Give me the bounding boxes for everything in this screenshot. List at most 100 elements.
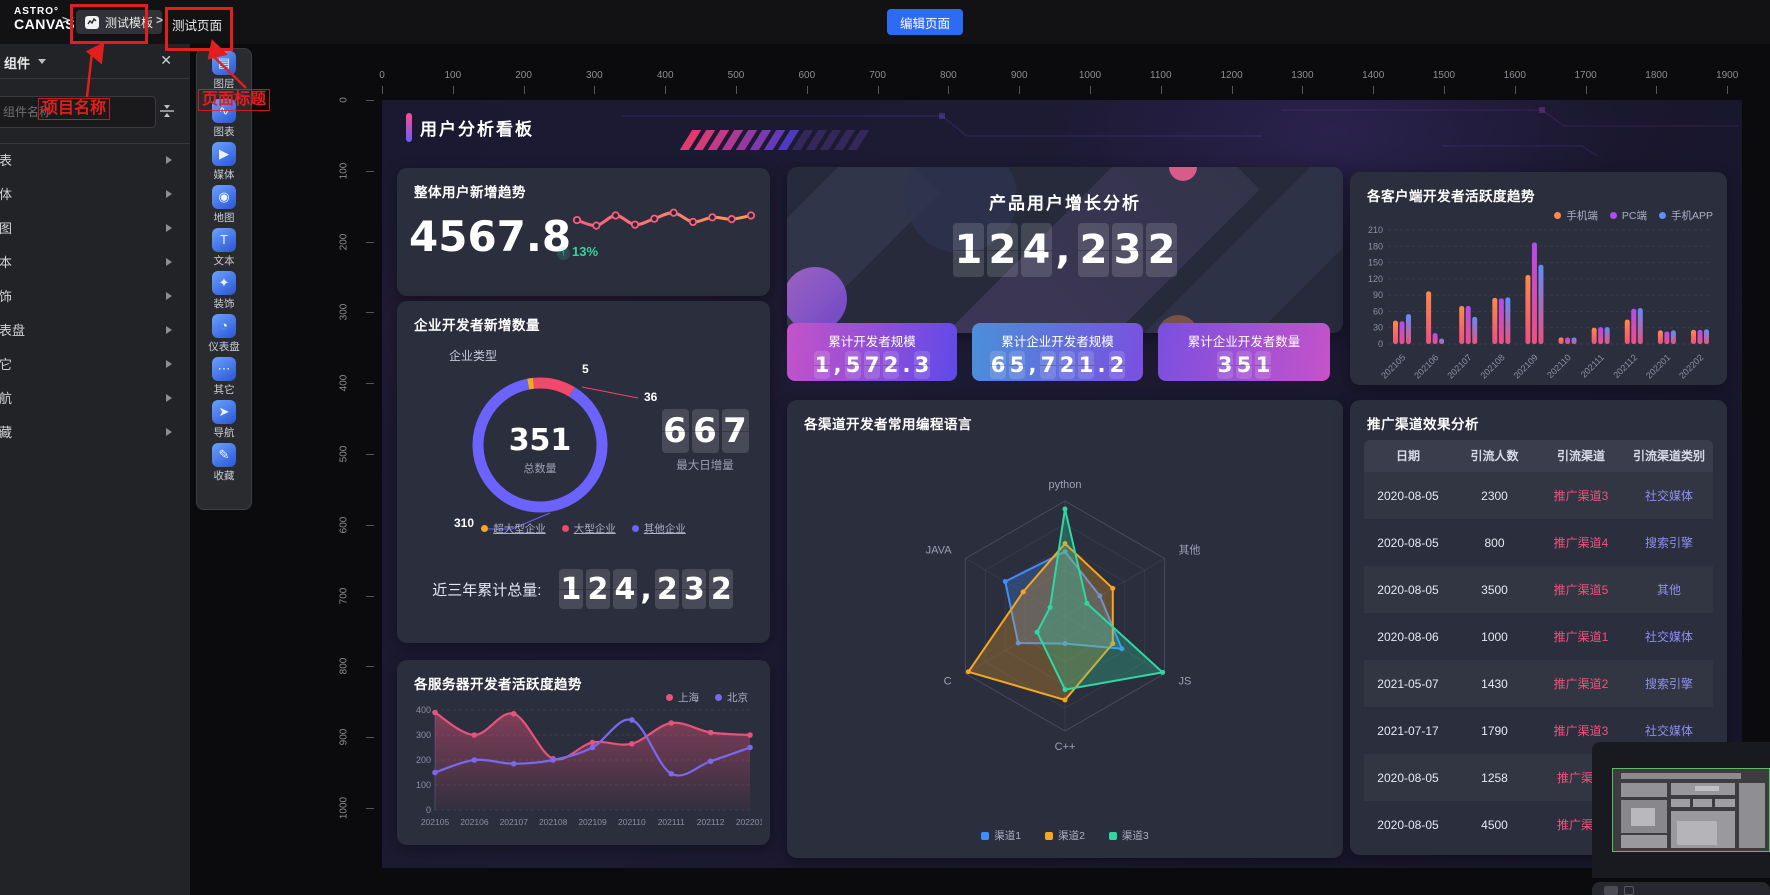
component-panel-header: 组件 ✕: [0, 44, 190, 78]
radar-chart: python 其他 JS C++ C JAVA: [926, 479, 1201, 753]
legend-item[interactable]: 渠道3: [1108, 828, 1149, 843]
legend-item[interactable]: 手机端: [1554, 208, 1598, 223]
minimap[interactable]: [1592, 742, 1770, 878]
svg-text:202112: 202112: [697, 817, 725, 827]
minimap-footer: [1592, 882, 1770, 895]
chevron-right-icon: [166, 394, 172, 402]
panel-language-radar[interactable]: 各渠道开发者常用编程语言 python 其他 JS C++ C JAVA 渠道1 渠道2 渠道…: [787, 400, 1343, 858]
svg-text:120: 120: [1368, 274, 1383, 284]
sidebar-item-媒体[interactable]: 媒体: [0, 178, 190, 212]
toolbar-item-导航[interactable]: ➤ 导航: [197, 398, 251, 441]
decor-circle: [905, 167, 1017, 253]
legend-item[interactable]: 大型企业: [561, 521, 616, 536]
stat-card[interactable]: 累计企业开发者规模 6 5, 7 2 1. 2: [972, 323, 1143, 381]
edit-page-button[interactable]: 编辑页面: [887, 9, 963, 35]
dashboard-canvas[interactable]: 用户分析看板 整体用户新增趋势 4567.8 ↑ 13% 企业开发者新增数量 企业…: [382, 100, 1742, 868]
donut-legend: 超大型企业 大型企业 其他企业: [397, 521, 770, 536]
svg-text:400: 400: [416, 705, 431, 715]
toolbar-item-仪表盘[interactable]: ◔ 仪表盘: [197, 312, 251, 355]
sidebar-item-其它[interactable]: 其它: [0, 348, 190, 382]
search-input[interactable]: [0, 96, 156, 128]
sidebar-item-收藏[interactable]: 收藏: [0, 416, 190, 450]
table-row[interactable]: 2020-08-05 800 推广渠道4 搜索引擎: [1377, 535, 1693, 551]
table-row[interactable]: 2021-05-07 1430 推广渠道2 搜索引擎: [1364, 660, 1713, 707]
divider: [0, 78, 190, 79]
legend-item[interactable]: PC端: [1609, 208, 1647, 223]
panel-title: 企业开发者新增数量: [414, 318, 540, 333]
sidebar-item-装饰[interactable]: 装饰: [0, 280, 190, 314]
decoration-icon: ✦: [212, 270, 236, 295]
toolbar-item-其它[interactable]: ⋯ 其它: [197, 355, 251, 398]
svg-text:202105: 202105: [1379, 352, 1407, 380]
panel-server-activity[interactable]: 各服务器开发者活跃度趋势 上海 北京 400 300 200 100 0 202105 202…: [397, 660, 770, 845]
toolbar-item-图层[interactable]: ▤ 图层: [197, 49, 251, 92]
panel-overall-new-users[interactable]: 整体用户新增趋势 4567.8 ↑ 13%: [397, 168, 770, 296]
chevron-right-icon: [166, 326, 172, 334]
svg-text:C++: C++: [1055, 741, 1076, 753]
table-row[interactable]: 2020-08-05 1258 推广渠道: [1364, 754, 1713, 801]
other-icon: ⋯: [212, 356, 236, 381]
minimap-viewport[interactable]: [1612, 768, 1770, 852]
legend-item[interactable]: 上海: [666, 690, 699, 705]
breadcrumb-project[interactable]: 测试模板: [76, 10, 163, 34]
screen-icon[interactable]: [1604, 886, 1618, 895]
dashboard-title: 用户分析看板: [420, 120, 534, 139]
toolbar-item-装饰[interactable]: ✦ 装饰: [197, 269, 251, 312]
area-line-chart: 400 300 200 100 0 202105 202106 202107 202108 202…: [416, 705, 762, 827]
collapse-all-icon[interactable]: [158, 102, 178, 122]
stat-card[interactable]: 累计企业开发者数量 3 5 1: [1158, 323, 1330, 381]
svg-text:202108: 202108: [539, 817, 568, 827]
table-row[interactable]: 2020-08-05 2300 推广渠道3 社交媒体: [1364, 472, 1713, 519]
legend-item[interactable]: 渠道2: [1045, 828, 1085, 843]
topbar: ASTRO° CANVAS > 测试模板 > 测试页面 编辑页面: [0, 0, 1770, 44]
toolbar-item-媒体[interactable]: ▶ 媒体: [197, 140, 251, 183]
legend-item[interactable]: 北京: [715, 690, 748, 705]
svg-text:202107: 202107: [1445, 352, 1473, 380]
panel-title: 组件: [4, 56, 31, 71]
panel-title: 各渠道开发者常用编程语言: [804, 417, 972, 432]
svg-text:其他: 其他: [1178, 544, 1200, 557]
sidebar-item-图表[interactable]: 图表: [0, 144, 190, 178]
chevron-right-icon: [166, 360, 172, 368]
sidebar-item-导航[interactable]: 导航: [0, 382, 190, 416]
svg-text:90: 90: [1373, 290, 1383, 300]
svg-text:202202: 202202: [1677, 352, 1705, 380]
table-row[interactable]: 2020-08-06 1000 推广渠道1 社交媒体: [1377, 629, 1693, 645]
chevron-right-icon: [166, 224, 172, 232]
chevron-down-icon[interactable]: [38, 59, 46, 64]
svg-text:202109: 202109: [578, 817, 607, 827]
legend-item[interactable]: 超大型企业: [481, 521, 546, 536]
toolbar-item-文本[interactable]: T 文本: [197, 226, 251, 269]
grid-icon[interactable]: [1624, 886, 1634, 895]
divider: [0, 143, 190, 144]
panel-client-activity[interactable]: 各客户端开发者活跃度趋势 手机端 PC端 手机APP 210 180 150 120 90 6…: [1350, 172, 1727, 385]
svg-text:202106: 202106: [1412, 352, 1440, 380]
project-name: 测试模板: [105, 15, 154, 30]
toolbar-item-收藏[interactable]: ✎ 收藏: [197, 441, 251, 484]
close-icon[interactable]: ✕: [160, 52, 172, 68]
layers-icon: ▤: [212, 50, 236, 75]
chart-icon: ∿: [212, 98, 236, 123]
breadcrumb-page[interactable]: 测试页面: [172, 19, 223, 33]
panel-title: 各客户端开发者活跃度趋势: [1367, 189, 1535, 204]
legend-item[interactable]: 渠道1: [981, 828, 1021, 843]
legend-item[interactable]: 手机APP: [1658, 208, 1713, 223]
svg-text:202112: 202112: [1611, 352, 1639, 380]
svg-text:202108: 202108: [1478, 352, 1506, 380]
toolbar-item-地图[interactable]: ◉ 地图: [197, 183, 251, 226]
svg-text:python: python: [1048, 479, 1081, 491]
stat-card[interactable]: 累计开发者规模 1, 5 7 2. 3: [787, 323, 957, 381]
sidebar-item-文本[interactable]: 文本: [0, 246, 190, 280]
legend-item[interactable]: 其他企业: [631, 521, 686, 536]
chevron-right-icon: [166, 190, 172, 198]
hazard-stripes: [679, 130, 870, 150]
table-row[interactable]: 2021-07-17 1790 推广渠道3 社交媒体: [1377, 723, 1693, 739]
sidebar-item-地图[interactable]: 地图: [0, 212, 190, 246]
toolbar-item-图表[interactable]: ∿ 图表: [197, 97, 251, 140]
sidebar-item-仪表盘[interactable]: 仪表盘: [0, 314, 190, 348]
table-row[interactable]: 2020-08-05 3500 推广渠道5 其他: [1364, 566, 1713, 613]
